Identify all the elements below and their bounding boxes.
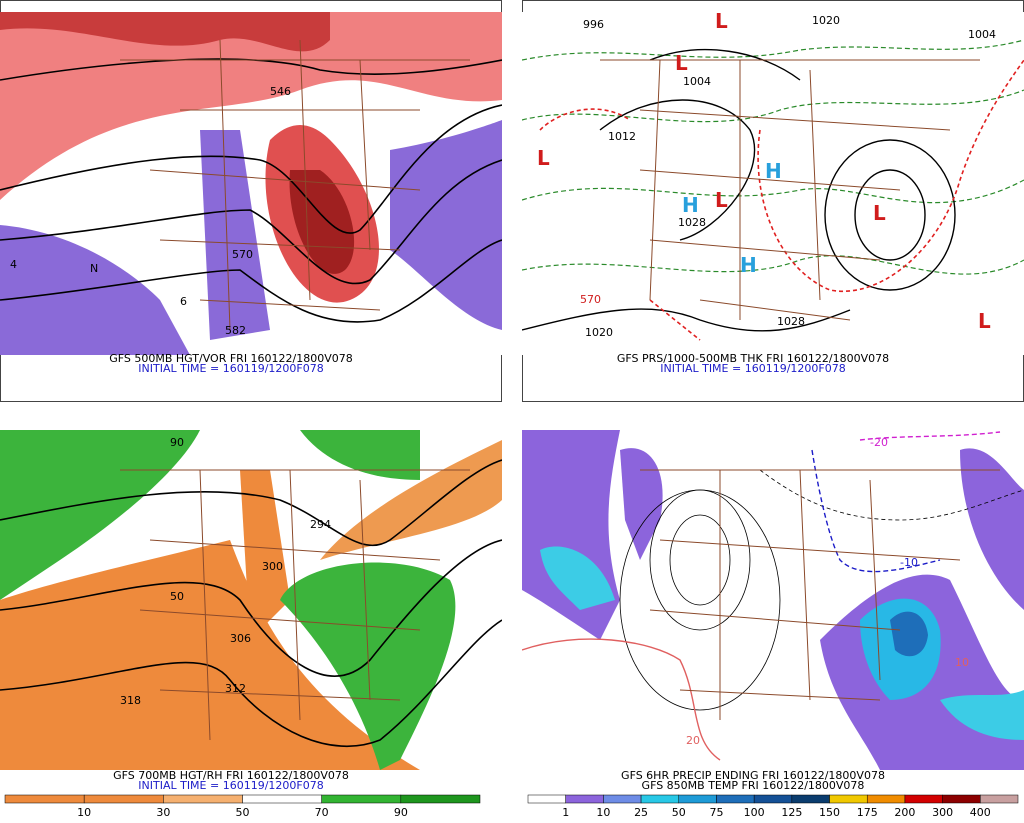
colorbar-label: 50 [236,806,250,819]
map-label: 1020 [585,326,613,339]
high-marker: H [740,253,757,277]
map-label: 294 [310,518,331,531]
map-label: 1004 [968,28,996,41]
colorbar-label: 30 [156,806,170,819]
map-pressure [522,12,1024,355]
caption: GFS 850MB TEMP FRI 160122/1800V078 [642,779,865,792]
colorbar-label: 75 [709,806,723,819]
map-label: 90 [170,436,184,449]
caption: GFS PRS/1000-500MB THK FRI 160122/1800V0… [617,352,889,365]
map-500mb [0,12,502,355]
map-label: -10 [900,556,918,569]
colorbar-label: 25 [634,806,648,819]
map-label: N [90,262,98,275]
colorbar-label: 10 [77,806,91,819]
colorbar-segment [321,794,402,804]
map-label: 996 [583,18,604,31]
caption: GFS 6HR PRECIP ENDING FRI 160122/1800V07… [621,769,885,782]
colorbar-segment [716,794,755,804]
colorbar-segment [527,794,566,804]
caption: GFS 700MB HGT/RH FRI 160122/1800V078 [113,769,349,782]
high-marker: H [765,159,782,183]
map-label: 546 [270,85,291,98]
map-precip [522,430,1024,770]
colorbar-segment [640,794,680,804]
colorbar-segment [829,794,868,804]
colorbar-segment [603,794,642,804]
map-label: 570 [580,293,601,306]
high-marker: H [682,193,699,217]
map-label: 1012 [608,130,636,143]
map-label: 20 [686,734,700,747]
colorbar-label: 300 [932,806,953,819]
colorbar-segment [791,794,830,804]
colorbar-segment [866,794,906,804]
map-label: 306 [230,632,251,645]
initial-time: INITIAL TIME = 160119/1200F078 [138,779,323,792]
colorbar-segment [565,794,604,804]
map-label: 1020 [812,14,840,27]
map-label: 570 [232,248,253,261]
colorbar-label: 125 [781,806,802,819]
colorbar-label: 70 [315,806,329,819]
map-label: 300 [262,560,283,573]
map-label: 318 [120,694,141,707]
colorbar-label: 100 [744,806,765,819]
low-marker: L [715,188,728,212]
map-label: 10 [955,656,969,669]
colorbar-label: 200 [894,806,915,819]
colorbar-segment [753,794,793,804]
low-marker: L [675,51,688,75]
colorbar-segment [678,794,717,804]
colorbar-segment [83,794,164,804]
map-label: 1028 [678,216,706,229]
colorbar-label: 175 [857,806,878,819]
initial-time: INITIAL TIME = 160119/1200F078 [660,362,845,375]
colorbar-segment [904,794,943,804]
map-label: 582 [225,324,246,337]
colorbar-segment [980,794,1019,804]
low-marker: L [873,201,886,225]
map-label: 1028 [777,315,805,328]
colorbar-label: 1 [562,806,569,819]
colorbar-segment [4,794,85,804]
low-marker: L [978,309,991,333]
map-label: 6 [180,295,187,308]
caption: GFS 500MB HGT/VOR FRI 160122/1800V078 [109,352,353,365]
low-marker: L [715,9,728,33]
colorbar-label: 90 [394,806,408,819]
colorbar-label: 50 [672,806,686,819]
colorbar-segment [942,794,981,804]
map-label: 4 [10,258,17,271]
map-label: 312 [225,682,246,695]
map-700mb [0,430,502,770]
colorbar-segment [400,794,481,804]
colorbar-label: 400 [970,806,991,819]
colorbar-label: 10 [596,806,610,819]
initial-time: INITIAL TIME = 160119/1200F078 [138,362,323,375]
map-label: -20 [870,436,888,449]
colorbar-segment [242,794,322,804]
low-marker: L [537,146,550,170]
map-label: 1004 [683,75,711,88]
colorbar-label: 150 [819,806,840,819]
colorbar-segment [163,794,243,804]
map-label: 50 [170,590,184,603]
